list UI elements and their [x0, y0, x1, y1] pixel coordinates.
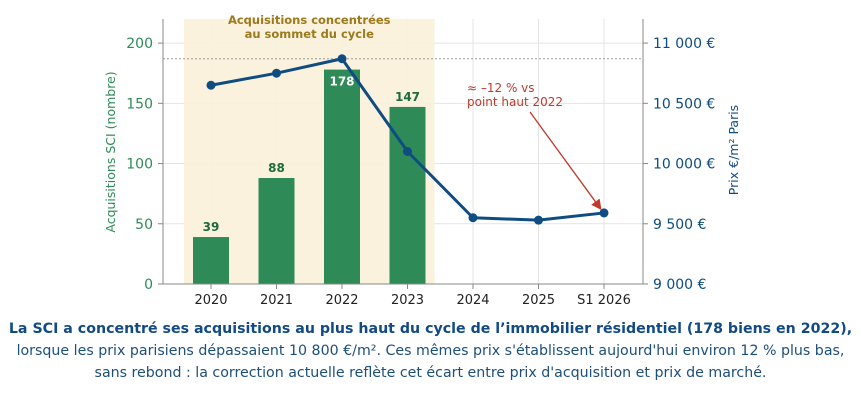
x-tick-label: 2025	[522, 293, 555, 308]
annotation-arrow	[529, 111, 602, 211]
right-tick-label: 10 500 €	[653, 96, 715, 112]
x-tick-label: S1 2026	[577, 293, 631, 308]
bar-data-label: 178	[329, 75, 354, 89]
price-point	[534, 215, 543, 225]
bar-series: 39 88 178 147	[193, 69, 426, 284]
caption-text: lorsque les prix parisiens dépassaient 1…	[16, 343, 845, 381]
left-tick-label: 100	[126, 157, 153, 173]
price-line-series	[206, 54, 609, 225]
x-tick-label: 2020	[194, 293, 227, 308]
bar-data-label: 147	[395, 90, 420, 104]
right-tick-label: 11 000 €	[653, 36, 715, 52]
annotation-line1: ≈ –12 % vs	[467, 81, 535, 95]
bar	[258, 178, 295, 284]
chart-caption: La SCI a concentré ses acquisitions au p…	[0, 318, 861, 384]
price-point	[468, 213, 478, 223]
right-tick-label: 10 000 €	[653, 157, 715, 173]
annotation-line2: point haut 2022	[467, 95, 563, 109]
x-tick-label: 2022	[325, 293, 358, 308]
price-point	[206, 80, 216, 90]
left-tick-label: 200	[126, 36, 153, 52]
left-tick-label: 150	[126, 96, 153, 112]
right-tick-label: 9 500 €	[653, 217, 706, 233]
left-axis-label: Acquisitions SCI (nombre)	[103, 71, 118, 232]
axes: 0 50 100 150 200 9 000 € 9 500 € 10 000 € 10 500…	[126, 19, 715, 308]
left-tick-label: 0	[144, 277, 153, 293]
bar	[324, 69, 360, 284]
price-point	[403, 147, 412, 156]
caption-bold: La SCI a concentré ses acquisitions au p…	[8, 321, 853, 337]
x-tick-label: 2024	[456, 293, 489, 308]
x-tick-label: 2023	[391, 293, 424, 308]
price-point	[272, 68, 281, 78]
combo-chart: 39 88 178 147 0 50 100 150 200 9 000 € 9 500 € 10 …	[103, 13, 741, 308]
price-point	[599, 208, 609, 218]
right-axis-label: Prix €/m² Paris	[726, 105, 741, 195]
bar-data-label: 88	[268, 161, 285, 175]
highlight-label-line1: Acquisitions concentrées	[228, 13, 391, 27]
price-point	[337, 54, 347, 64]
bar-data-label: 39	[203, 220, 220, 234]
left-tick-label: 50	[135, 217, 153, 233]
x-tick-label: 2021	[260, 293, 293, 308]
highlight-label-line2: au sommet du cycle	[245, 27, 374, 41]
bar	[193, 237, 229, 284]
right-tick-label: 9 000 €	[653, 277, 706, 293]
